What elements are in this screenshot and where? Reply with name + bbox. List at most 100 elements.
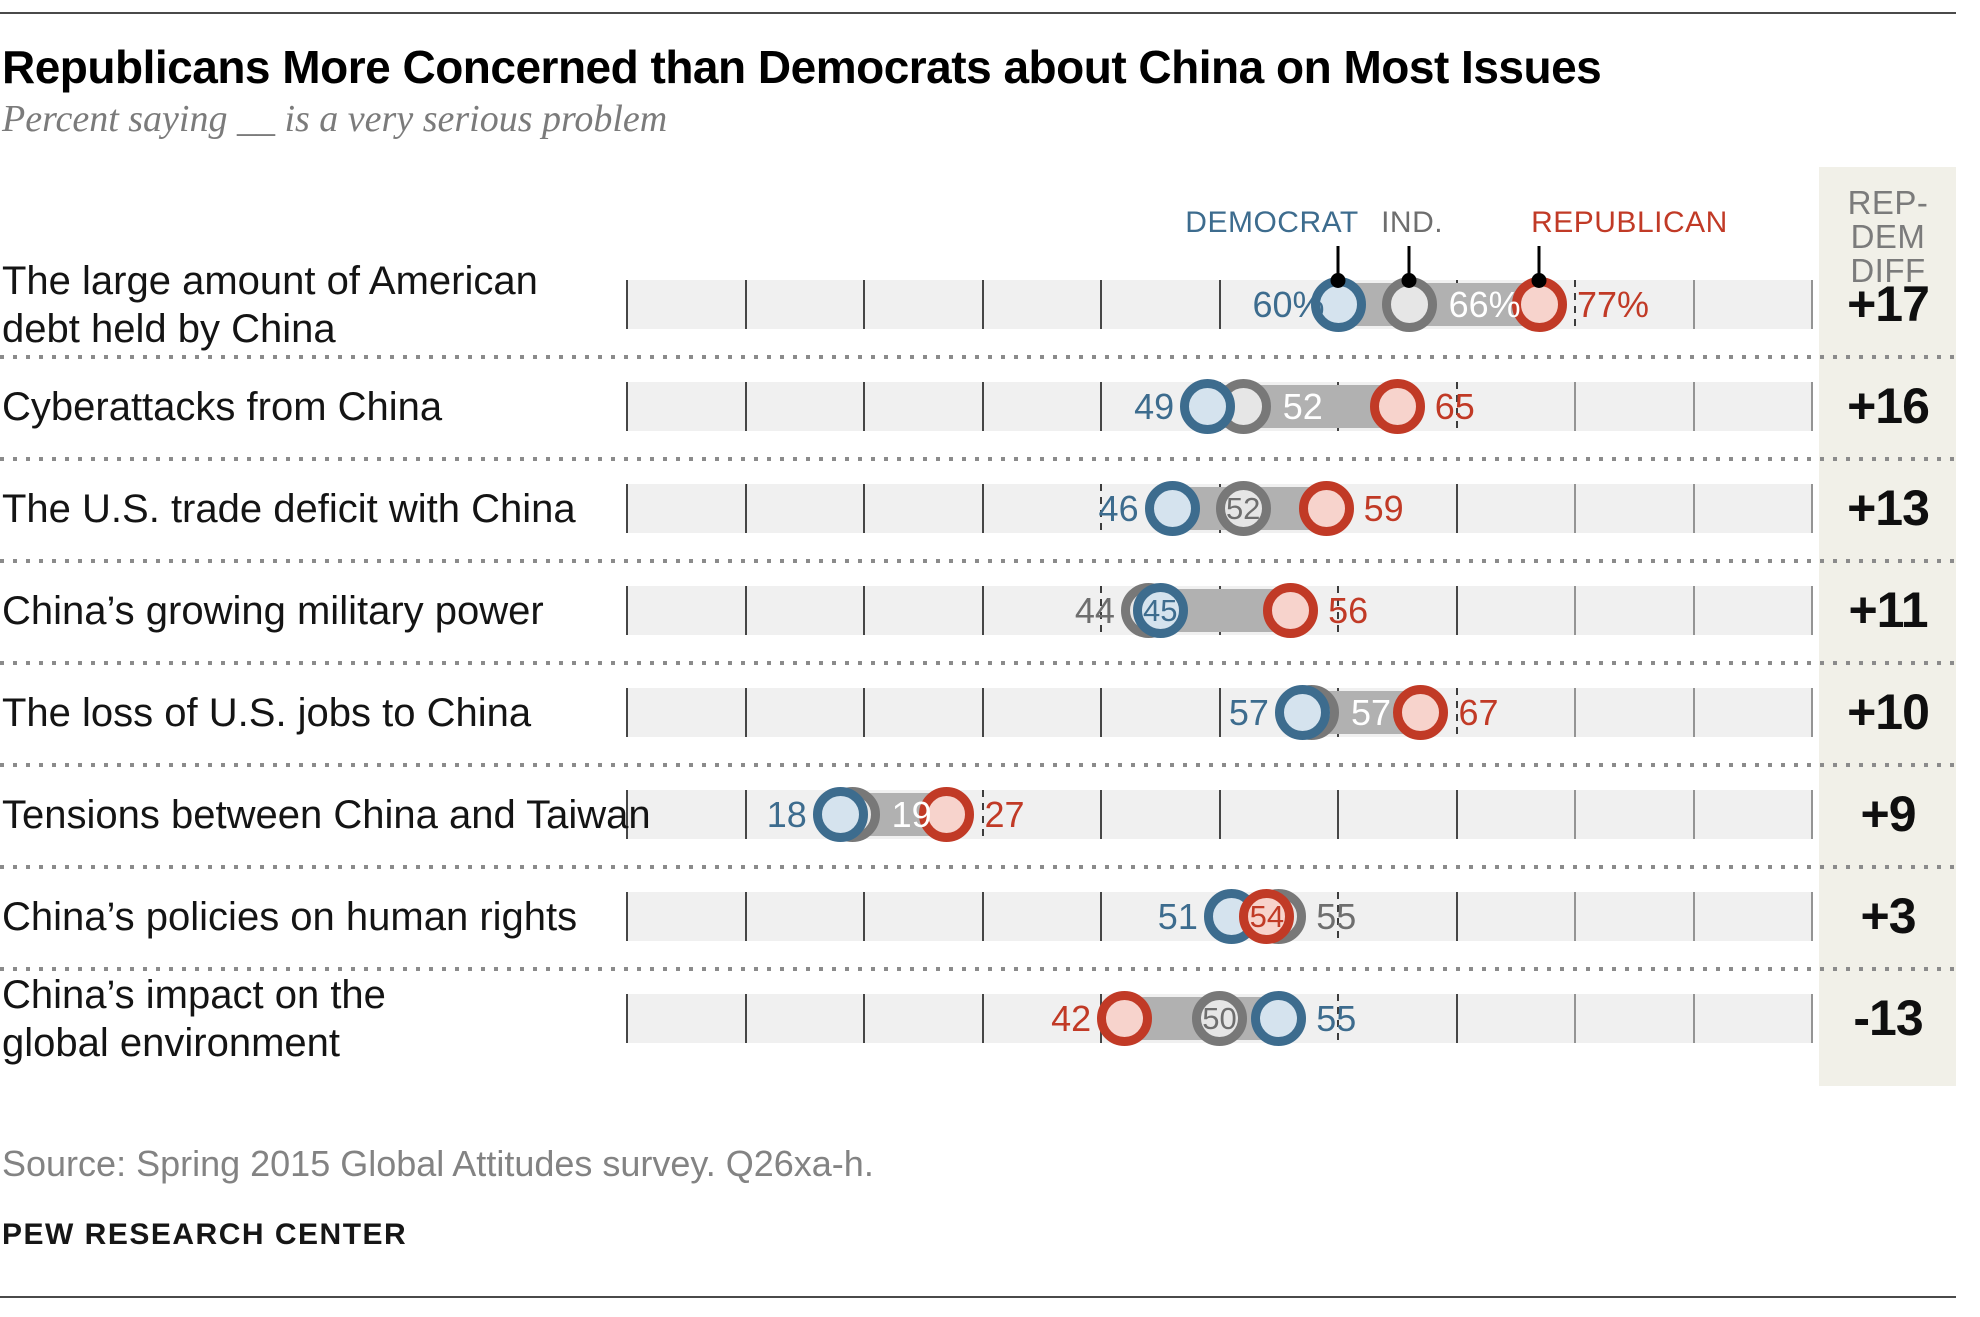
category-label-line: China’s impact on the [2,972,386,1017]
row-separator-dotted [0,354,1956,359]
independent-value-label: 66% [1448,284,1521,325]
axis-tick-30 [981,586,984,635]
axis-tick-30 [981,994,984,1043]
democrat-value-label-inside: 45 [1143,593,1178,628]
axis-tick-0 [626,994,628,1043]
axis-tick-100 [1811,790,1813,839]
axis-tick-0 [626,382,628,431]
republican-dot [1393,685,1449,740]
republican-value-label: 77% [1576,284,1649,325]
legend-callout-line-democrat [1336,246,1340,278]
range-connector [1338,283,1540,326]
republican-value-label: 67 [1458,692,1499,733]
republican-value-label: 59 [1363,488,1404,529]
rep-dem-diff-value: +17 [1847,276,1930,332]
axis-tick-10 [744,892,747,941]
axis-tick-30 [981,790,984,839]
axis-tick-100 [1811,382,1813,431]
legend-democrat-label: DEMOCRAT [1185,206,1359,239]
axis-tick-70 [1455,790,1458,839]
category-label: China’s policies on human rights [2,893,577,941]
axis-tick-80 [1574,586,1576,635]
axis-tick-0 [626,790,628,839]
category-label: China’s impact on the global environment [2,971,386,1067]
category-label: Cyberattacks from China [2,383,442,431]
category-label: The U.S. trade deficit with China [2,485,576,533]
democrat-value-label: 55 [1316,998,1357,1039]
source-note: Source: Spring 2015 Global Attitudes sur… [2,1143,874,1184]
axis-tick-60 [1337,892,1339,941]
axis-tick-10 [744,484,747,533]
diff-header-line1: REP-DEM [1847,184,1929,255]
axis-tick-70 [1455,688,1458,737]
republican-value-label: 65 [1434,386,1475,427]
rep-dem-diff-value: +13 [1847,480,1930,536]
diff-header-line2: DIFF [1850,252,1926,289]
democrat-dot [812,787,868,842]
republican-value-label: 27 [984,794,1025,835]
category-label-line: The loss of U.S. jobs to China [2,690,532,735]
republican-dot [1097,991,1153,1046]
category-label-line: China’s growing military power [2,588,544,633]
democrat-value-label: 46 [1098,488,1139,529]
axis-tick-100 [1811,280,1813,329]
bottom-rule [0,1296,1956,1298]
rep-dem-diff-value: +11 [1848,582,1928,638]
axis-tick-10 [744,280,747,329]
axis-tick-0 [626,892,628,941]
democrat-value-label: 51 [1157,896,1198,937]
rep-dem-diff-value: +3 [1860,888,1916,944]
axis-tick-100 [1811,994,1813,1043]
category-label-line: The large amount of American [2,258,538,303]
axis-tick-100 [1811,484,1813,533]
category-label-line: The U.S. trade deficit with China [2,486,576,531]
axis-tick-40 [1100,586,1102,635]
axis-tick-20 [863,382,865,431]
category-label-line: debt held by China [2,306,336,351]
democrat-dot [1274,685,1330,740]
democrat-dot [1251,991,1307,1046]
axis-tick-90 [1692,688,1695,737]
democrat-dot [1180,379,1236,434]
axis-tick-80 [1574,382,1576,431]
axis-tick-100 [1811,892,1813,941]
independent-value-label: 52 [1282,386,1323,427]
legend-independent-label: IND. [1381,206,1444,239]
category-label-line: Tensions between China and Taiwan [2,792,651,837]
axis-tick-30 [981,892,984,941]
axis-tick-10 [744,688,747,737]
axis-tick-80 [1574,280,1576,329]
rep-dem-diff-value: -13 [1853,990,1923,1046]
axis-tick-50 [1218,790,1221,839]
independent-value-label: 57 [1350,692,1391,733]
axis-tick-20 [863,994,865,1043]
chart-subtitle: Percent saying __ is a very serious prob… [2,98,668,140]
axis-tick-30 [981,280,984,329]
rep-dem-diff-value: +9 [1860,786,1916,842]
axis-tick-0 [626,586,628,635]
democrat-value-label: 18 [766,794,807,835]
independent-value-label-inside: 50 [1202,1001,1237,1036]
axis-tick-20 [863,892,865,941]
category-label: Tensions between China and Taiwan [2,791,651,839]
axis-tick-20 [863,484,865,533]
democrat-dot: 45 [1132,583,1188,638]
top-rule [0,12,1956,14]
row-separator-dotted [0,456,1956,461]
axis-tick-90 [1692,892,1695,941]
legend-callout-bullet-republican [1531,273,1547,288]
independent-value-label: 55 [1316,896,1357,937]
axis-tick-80 [1574,688,1576,737]
republican-dot [919,787,975,842]
axis-tick-20 [863,688,865,737]
axis-tick-40 [1100,484,1102,533]
chart-title: Republicans More Concerned than Democrat… [2,41,1602,93]
axis-tick-10 [744,382,747,431]
republican-dot [1298,481,1354,536]
rep-dem-diff-value: +10 [1847,684,1930,740]
axis-tick-40 [1100,382,1102,431]
axis-tick-90 [1692,280,1695,329]
axis-tick-0 [626,688,628,737]
legend-callout-bullet-independent [1401,273,1417,288]
axis-tick-80 [1574,994,1576,1043]
